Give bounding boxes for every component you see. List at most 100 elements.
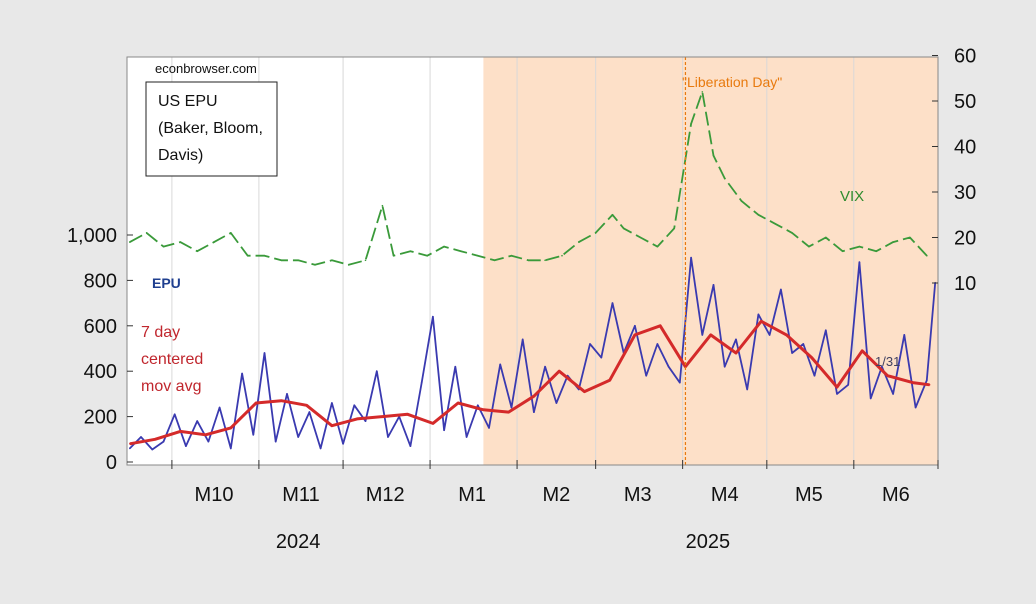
- data-point: [858, 261, 861, 264]
- data-point: [409, 250, 412, 252]
- data-point: [246, 254, 249, 257]
- data-point: [314, 264, 316, 266]
- data-point: [709, 334, 712, 336]
- data-point: [926, 254, 928, 257]
- data-point: [723, 365, 726, 368]
- epu-annotation: EPU: [152, 275, 181, 291]
- data-point: [162, 245, 165, 248]
- data-point: [426, 254, 429, 257]
- data-point: [757, 214, 760, 216]
- left-tick-label: 800: [84, 270, 117, 292]
- data-point: [555, 402, 558, 404]
- data-point: [145, 232, 148, 234]
- data-point: [274, 440, 277, 443]
- data-point: [255, 402, 257, 404]
- data-point: [634, 325, 636, 327]
- data-point: [892, 241, 894, 243]
- data-point: [308, 411, 311, 413]
- data-point: [558, 370, 560, 373]
- right-tick-label: 10: [954, 273, 976, 295]
- x-axis: M10 M11 M12 M1 M2 M3 M4 M5 M6 2024 2025: [171, 460, 939, 553]
- plot-frame: [126, 56, 939, 466]
- data-point: [774, 223, 776, 225]
- data-point: [578, 241, 580, 243]
- right-tick-label: 30: [954, 182, 976, 204]
- liberation-day-label: "Liberation Day": [682, 74, 782, 90]
- left-tick-label: 1,000: [67, 225, 117, 247]
- data-point: [911, 381, 914, 384]
- data-point: [928, 384, 931, 386]
- data-point: [510, 406, 513, 409]
- data-point: [544, 365, 546, 368]
- left-tick-label: 200: [84, 407, 117, 429]
- data-point: [129, 447, 131, 450]
- data-point: [701, 91, 704, 93]
- data-point: [493, 259, 496, 262]
- data-point: [280, 399, 283, 402]
- data-point: [364, 420, 367, 422]
- month-label: M1: [458, 484, 486, 506]
- data-point: [673, 227, 675, 230]
- data-point: [914, 406, 917, 409]
- data-point: [230, 427, 232, 429]
- data-point: [544, 259, 546, 262]
- data-point: [241, 372, 243, 375]
- data-point: [510, 254, 513, 257]
- data-point: [802, 343, 805, 345]
- data-point: [331, 424, 333, 427]
- data-point: [381, 415, 384, 418]
- data-point: [561, 254, 563, 257]
- month-label: M6: [882, 484, 910, 506]
- data-point: [608, 379, 611, 382]
- month-label: M4: [711, 484, 739, 506]
- data-point: [656, 343, 659, 345]
- data-point: [746, 388, 748, 391]
- data-point: [679, 381, 681, 384]
- right-tick-label: 40: [954, 137, 976, 159]
- data-point: [836, 393, 838, 395]
- data-point: [886, 374, 889, 377]
- month-label: M5: [795, 484, 823, 506]
- data-point: [735, 338, 737, 341]
- data-point: [409, 445, 412, 447]
- data-point: [813, 374, 816, 377]
- data-point: [230, 232, 232, 234]
- data-point: [297, 436, 300, 438]
- data-point: [331, 402, 333, 404]
- data-point: [179, 430, 182, 433]
- data-point: [460, 250, 462, 252]
- data-point: [791, 352, 793, 354]
- data-point: [533, 395, 535, 398]
- data-point: [353, 404, 356, 407]
- data-point: [760, 320, 762, 323]
- data-point: [331, 259, 333, 262]
- month-label: M10: [195, 484, 234, 506]
- source-label: econbrowser.com: [155, 61, 257, 76]
- data-point: [286, 393, 288, 395]
- data-point: [810, 356, 813, 359]
- data-point: [263, 352, 266, 354]
- data-point: [263, 254, 266, 257]
- right-tick-label: 20: [954, 228, 976, 250]
- left-tick-label: 0: [106, 452, 117, 474]
- data-point: [319, 447, 322, 450]
- data-point: [507, 411, 510, 413]
- data-point: [836, 386, 838, 388]
- data-point: [443, 245, 445, 248]
- data-point: [757, 313, 760, 316]
- data-point: [740, 200, 743, 202]
- data-point: [825, 329, 827, 332]
- data-point: [622, 227, 625, 230]
- data-point: [376, 370, 378, 373]
- data-point: [364, 259, 367, 262]
- data-point: [521, 338, 524, 341]
- data-point: [785, 334, 788, 336]
- data-point: [926, 379, 928, 382]
- mov-avg-annotation-3: mov avg: [141, 378, 201, 395]
- data-point: [185, 445, 187, 447]
- data-point: [869, 397, 872, 400]
- data-point: [196, 420, 198, 422]
- data-point: [527, 259, 530, 262]
- data-point: [140, 436, 142, 438]
- data-point: [196, 250, 198, 252]
